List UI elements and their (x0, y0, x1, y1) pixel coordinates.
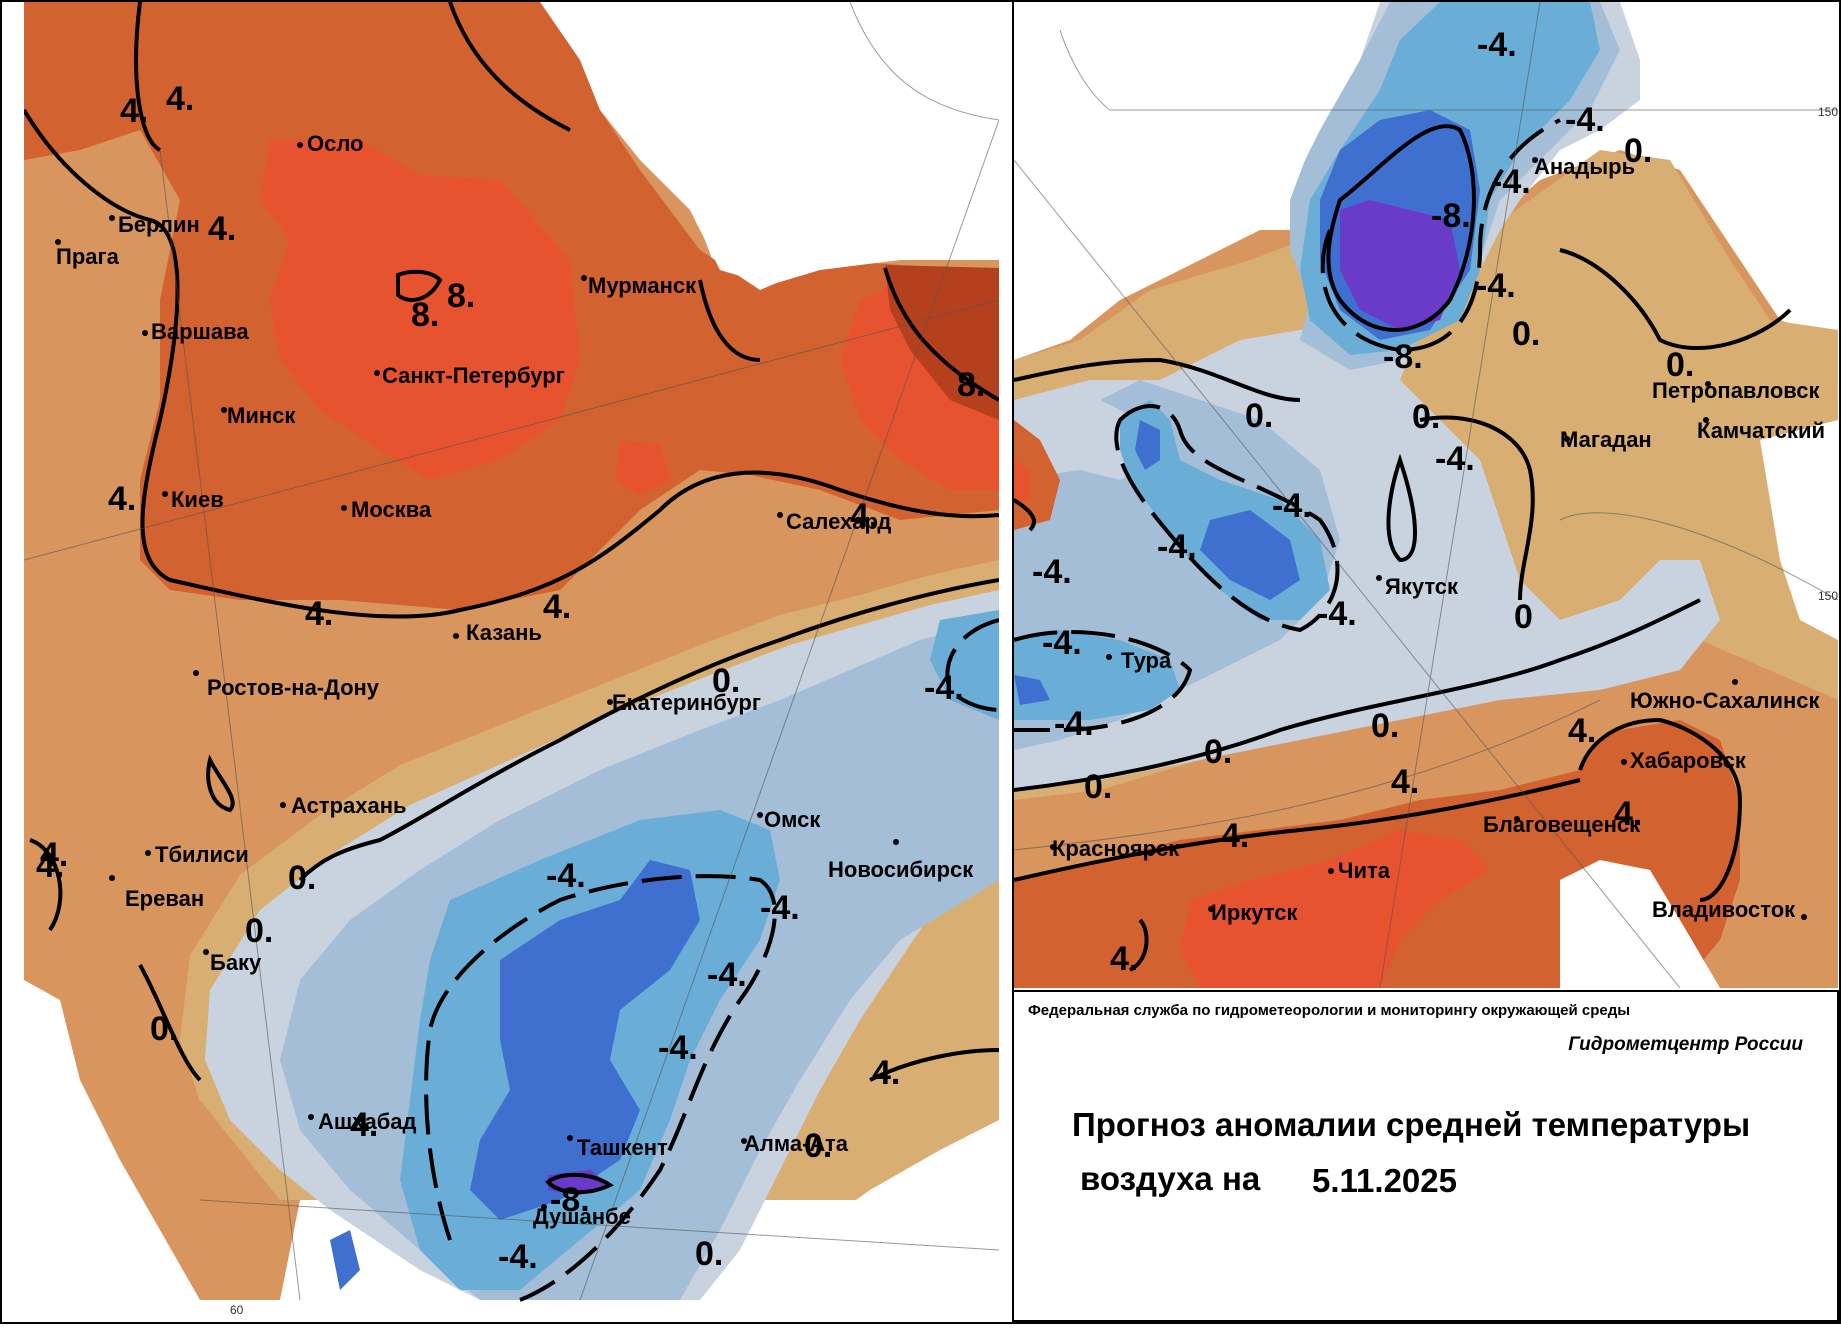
city-label: Алма-Ата (744, 1131, 849, 1156)
city-label: Санкт-Петербург (382, 363, 565, 388)
city-label: Минск (227, 403, 296, 428)
isoline-label: -4. (1476, 267, 1516, 305)
city-label: Киев (171, 487, 224, 512)
isoline-label: 0. (1412, 398, 1440, 436)
isoline-label: -4. (707, 956, 747, 994)
city-label: Камчатский (1697, 418, 1825, 443)
isoline-label: -4. (1272, 487, 1312, 525)
isoline-label: 0. (245, 912, 273, 950)
isoline-label: 0. (1666, 346, 1694, 384)
isoline-label: -4. (1565, 101, 1605, 139)
isoline-label: 0 (1514, 598, 1533, 636)
isoline-label: 4. (1391, 763, 1419, 801)
isoline-label: 0. (1512, 315, 1540, 353)
isoline-label: 0. (1084, 768, 1112, 806)
map-title: Прогноз аномалии средней температуры (1072, 1106, 1750, 1144)
isoline-label: 8. (411, 296, 439, 334)
forecast-date: 5.11.2025 (1312, 1162, 1457, 1200)
graticule-label-30: 30 (4, 557, 18, 571)
minus6-spot (330, 1230, 360, 1290)
forecast-center-name: Гидрометцентр России (1568, 1034, 1803, 1056)
isoline-label: 0. (288, 859, 316, 897)
isoline-label: 4. (850, 497, 878, 535)
isoline-label: 0. (1204, 733, 1232, 771)
city-label: Осло (307, 131, 363, 156)
isoline-label: 0. (695, 1235, 723, 1273)
city-label: Красноярск (1052, 836, 1180, 861)
isoline-label: -8. (1383, 338, 1423, 376)
city-label: Ташкент (577, 1135, 668, 1160)
city-label: Анадырь (1534, 154, 1635, 179)
isoline-label: 0. (712, 662, 740, 700)
isoline-label: -4. (1317, 595, 1357, 633)
map-title-line2: воздуха на (1080, 1160, 1260, 1198)
city-label: Владивосток (1652, 897, 1796, 922)
city-label: Прага (56, 244, 120, 269)
isoline-label: 0. (150, 1010, 178, 1048)
city-label: Иркутск (1211, 900, 1298, 925)
city-label: Магадан (1560, 427, 1652, 452)
isoline-label: 4. (208, 210, 236, 248)
isoline-label: 4. (543, 588, 571, 626)
graticule-label-60: 60 (230, 1303, 244, 1317)
city-label: Чита (1338, 858, 1391, 883)
isoline-label: -4. (760, 889, 800, 927)
isoline-label: -8. (550, 1181, 590, 1219)
isoline-label: 8. (447, 277, 475, 315)
isoline-label: 4. (166, 80, 194, 118)
left-map: 30 60 (4, 2, 999, 1317)
isoline-label: 0. (1371, 707, 1399, 745)
isoline-label: -4. (1491, 163, 1531, 201)
isoline-label: -4. (1054, 705, 1094, 743)
city-label: Якутск (1385, 574, 1459, 599)
city-label: Москва (351, 497, 432, 522)
city-label: Берлин (118, 212, 200, 237)
legend-panel: Федеральная служба по гидрометеорологии … (1012, 990, 1839, 1322)
isoline-label: -4. (1042, 624, 1082, 662)
graticule-label-150-right: 150 (1818, 589, 1838, 603)
agency-name: Федеральная служба по гидрометеорологии … (1028, 1002, 1630, 1019)
city-label: Тбилиси (155, 842, 249, 867)
isoline-label: 4. (40, 836, 68, 874)
isoline-label: 4. (108, 480, 136, 518)
city-label: Мурманск (588, 273, 697, 298)
city-label: Южно-Сахалинск (1630, 688, 1820, 713)
isoline-label: 0. (804, 1127, 832, 1165)
city-label: Ростов-на-Дону (207, 675, 380, 700)
isoline-label: -8. (1431, 197, 1471, 235)
city-label: Новосибирск (828, 857, 974, 882)
isoline-label: -4. (1435, 440, 1475, 478)
city-label: Тура (1121, 648, 1172, 673)
isoline-label: -4. (1477, 26, 1517, 64)
isoline-label: -4. (1157, 528, 1197, 566)
isoline-label: 4. (1568, 712, 1596, 750)
isoline-label: 4. (305, 595, 333, 633)
isoline-label: 4. (1614, 795, 1642, 833)
isoline-label: -4. (498, 1238, 538, 1276)
isoline-label: -4. (658, 1029, 698, 1067)
city-label: Варшава (151, 319, 249, 344)
city-label: Астрахань (291, 793, 407, 818)
isoline-label: 0. (1624, 132, 1652, 170)
city-label: Омск (764, 807, 821, 832)
city-label: Хабаровск (1630, 748, 1747, 773)
isoline-label: 8. (957, 366, 985, 404)
isoline-label: 4. (120, 92, 148, 130)
isoline-label: -4. (1032, 553, 1072, 591)
city-label: Баку (210, 950, 262, 975)
isoline-label: -4. (924, 669, 964, 707)
isoline-label: -4. (546, 857, 586, 895)
graticule-label-150-top: 150 (1818, 105, 1838, 119)
city-label: Ереван (125, 886, 204, 911)
isoline-label: 4. (350, 1106, 378, 1144)
city-label: Казань (466, 620, 542, 645)
isoline-label: 0. (1245, 397, 1273, 435)
isoline-label: 4. (872, 1054, 900, 1092)
isoline-label: 4. (1221, 817, 1249, 855)
